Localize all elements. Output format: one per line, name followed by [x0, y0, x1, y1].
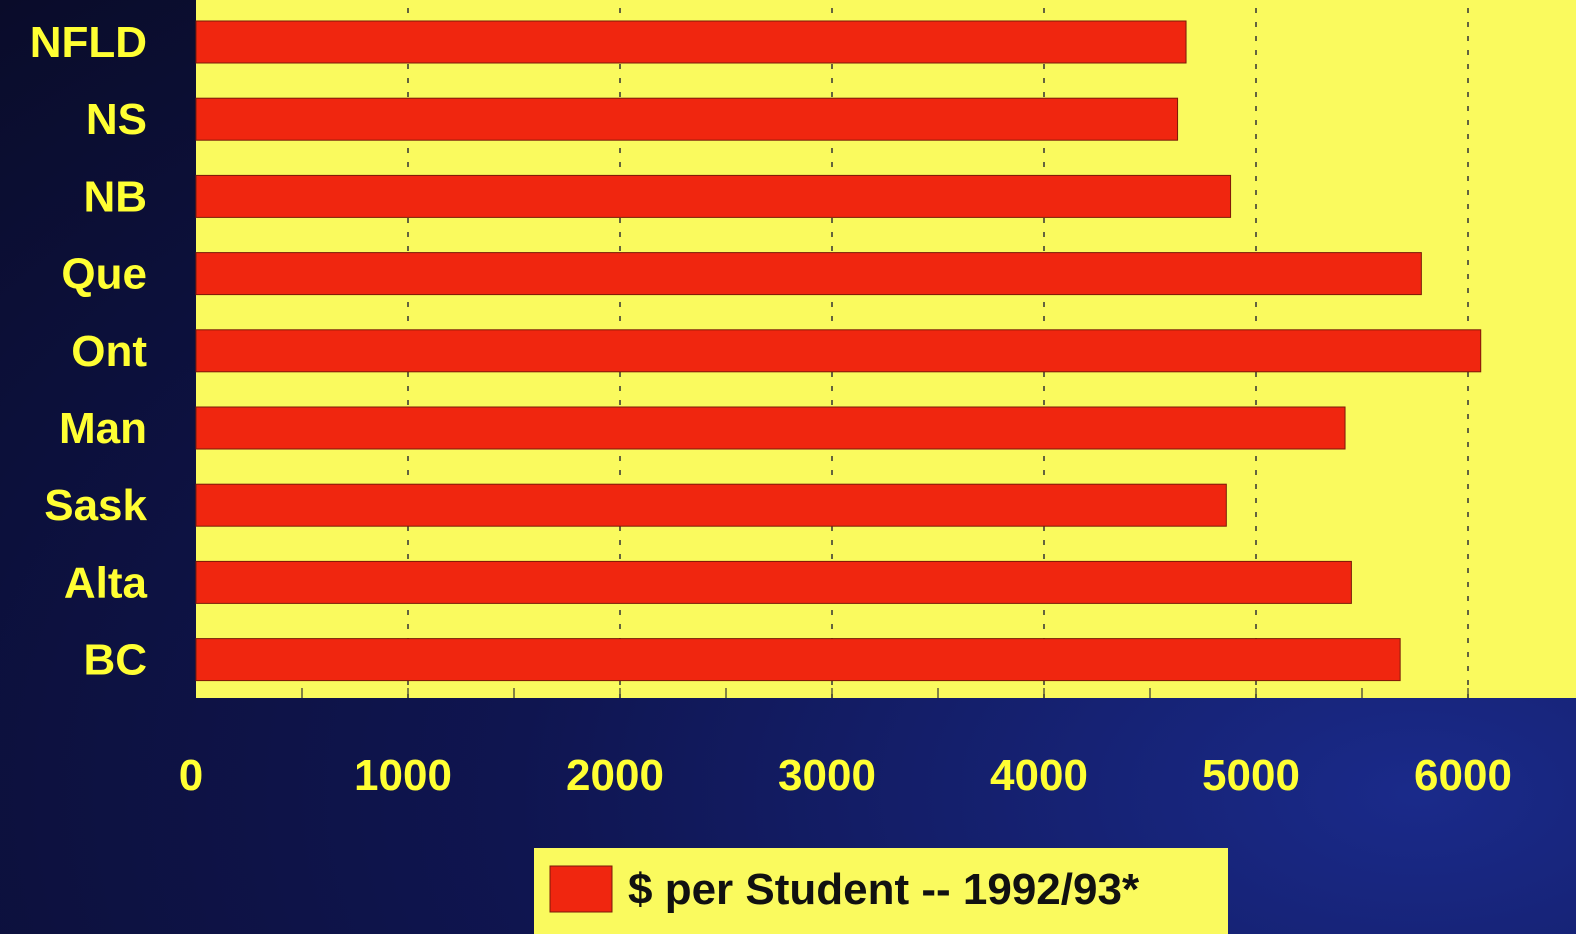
bar-nb	[195, 174, 1232, 218]
bar-bc	[195, 638, 1401, 682]
category-label-ns: NS	[86, 95, 147, 144]
category-labels: NFLD NS NB Que Ont Man Sask Alta BC	[30, 18, 148, 685]
legend-label: $ per Student -- 1992/93*	[628, 865, 1140, 914]
bar-nfld	[195, 20, 1187, 64]
x-tick-label-5000: 5000	[1202, 751, 1300, 800]
legend: $ per Student -- 1992/93*	[534, 848, 1228, 934]
x-tick-label-2000: 2000	[566, 751, 664, 800]
bar-ns	[195, 97, 1179, 141]
category-label-ont: Ont	[71, 327, 147, 376]
x-axis-ticks: 0 1000 2000 3000 4000 5000 6000	[179, 751, 1512, 800]
x-tick-label-6000: 6000	[1414, 751, 1512, 800]
category-label-bc: BC	[83, 636, 147, 685]
bar-ont	[195, 329, 1482, 373]
category-label-nb: NB	[83, 172, 147, 221]
bar-man	[195, 406, 1346, 450]
x-tick-label-3000: 3000	[778, 751, 876, 800]
legend-box	[534, 848, 1228, 934]
category-label-man: Man	[59, 404, 147, 453]
category-label-sask: Sask	[44, 481, 147, 530]
x-tick-label-4000: 4000	[990, 751, 1088, 800]
category-label-nfld: NFLD	[30, 18, 147, 67]
bar-que	[195, 252, 1422, 296]
bars	[195, 20, 1482, 682]
category-label-que: Que	[61, 250, 147, 299]
category-label-alta: Alta	[64, 558, 148, 607]
bar-alta	[195, 560, 1352, 604]
x-tick-label-0: 0	[179, 751, 203, 800]
bar-sask	[195, 483, 1227, 527]
legend-swatch	[549, 865, 613, 913]
x-tick-label-1000: 1000	[354, 751, 452, 800]
